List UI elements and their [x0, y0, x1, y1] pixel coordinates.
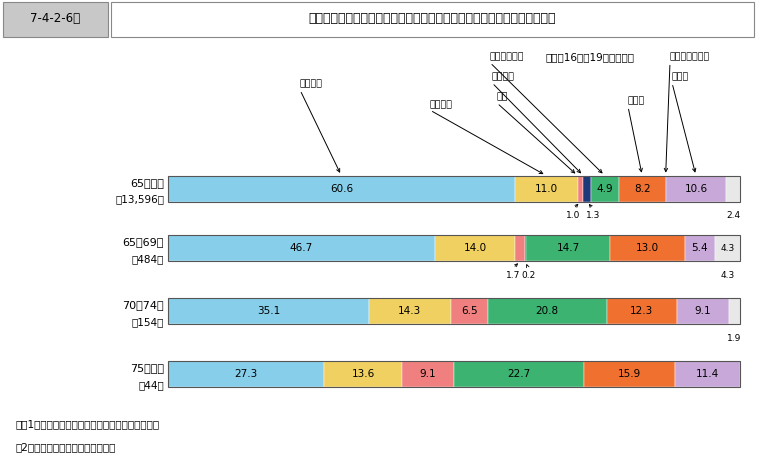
Bar: [324, 361, 402, 387]
Bar: [526, 235, 610, 261]
Bar: [168, 175, 515, 202]
Text: （13,596）: （13,596）: [115, 194, 164, 204]
Bar: [619, 175, 666, 202]
Bar: [454, 361, 584, 387]
Bar: [402, 361, 454, 387]
Text: 職業生活: 職業生活: [300, 80, 323, 89]
Text: 家族: 家族: [497, 93, 509, 102]
Text: 65～69歳: 65～69歳: [123, 237, 164, 247]
Text: その他: その他: [672, 72, 689, 82]
Bar: [168, 235, 435, 261]
Text: 7-4-2-6図: 7-4-2-6図: [30, 12, 80, 25]
Text: 1.3: 1.3: [586, 211, 600, 220]
Bar: [606, 298, 677, 324]
Bar: [675, 361, 740, 387]
Bar: [684, 235, 716, 261]
Text: （154）: （154）: [132, 317, 164, 327]
Text: 1.0: 1.0: [566, 211, 581, 220]
Text: 8.2: 8.2: [634, 184, 650, 194]
Bar: [583, 175, 590, 202]
Text: 11.4: 11.4: [696, 369, 719, 379]
Text: 4.3: 4.3: [721, 271, 735, 280]
Bar: [450, 298, 487, 324]
Bar: [515, 235, 525, 261]
Text: 65歳未満: 65歳未満: [130, 178, 164, 188]
Bar: [525, 235, 526, 261]
Bar: [677, 298, 729, 324]
Text: 2.4: 2.4: [726, 211, 741, 220]
Text: 13.0: 13.0: [636, 243, 659, 253]
Text: 14.3: 14.3: [398, 306, 421, 316]
Bar: [487, 298, 606, 324]
Bar: [590, 175, 619, 202]
Text: 10.6: 10.6: [684, 184, 707, 194]
Text: 27.3: 27.3: [234, 369, 258, 379]
Text: 性格・行動特性: 性格・行動特性: [670, 52, 710, 61]
Text: 4.3: 4.3: [721, 244, 735, 252]
Bar: [3, 2, 108, 37]
Text: 13.6: 13.6: [352, 369, 374, 379]
Text: 6.5: 6.5: [461, 306, 478, 316]
Text: （44）: （44）: [138, 380, 164, 390]
Text: （平成16年～19年の累計）: （平成16年～19年の累計）: [546, 52, 634, 62]
Bar: [515, 175, 578, 202]
Text: 金銭管理: 金銭管理: [430, 100, 453, 109]
Text: 70～74歳: 70～74歳: [122, 300, 164, 310]
Text: 15.9: 15.9: [618, 369, 641, 379]
Bar: [435, 235, 515, 261]
Text: 35.1: 35.1: [257, 306, 280, 316]
Bar: [716, 235, 740, 261]
Text: 22.7: 22.7: [507, 369, 531, 379]
Text: （484）: （484）: [132, 254, 164, 264]
Bar: [168, 235, 740, 261]
Bar: [168, 361, 324, 387]
Bar: [726, 175, 740, 202]
Text: 9.1: 9.1: [420, 369, 437, 379]
Bar: [578, 175, 583, 202]
Bar: [168, 361, 740, 387]
Text: 75歳以上: 75歳以上: [130, 363, 164, 373]
Bar: [168, 175, 740, 202]
Text: 注、1　法務省大臣官房司法法制部の資料による。: 注、1 法務省大臣官房司法法制部の資料による。: [15, 419, 159, 429]
Bar: [168, 298, 369, 324]
Bar: [111, 2, 754, 37]
Text: 9.1: 9.1: [695, 306, 712, 316]
Text: 11.0: 11.0: [534, 184, 558, 194]
Text: 12.3: 12.3: [630, 306, 653, 316]
Bar: [666, 175, 726, 202]
Bar: [729, 298, 740, 324]
Text: 0.2: 0.2: [521, 271, 535, 280]
Text: 14.7: 14.7: [556, 243, 580, 253]
Text: 46.7: 46.7: [290, 243, 313, 253]
Text: 4.9: 4.9: [597, 184, 613, 194]
Text: 1.7: 1.7: [506, 271, 520, 280]
Bar: [168, 298, 740, 324]
Text: 2　（　）内は，実人員である。: 2 （ ）内は，実人員である。: [15, 442, 115, 452]
Bar: [369, 298, 450, 324]
Bar: [584, 361, 675, 387]
Text: 14.0: 14.0: [464, 243, 487, 253]
Text: 薬物等: 薬物等: [628, 96, 645, 105]
Text: 20.8: 20.8: [536, 306, 559, 316]
Text: 交友関係: 交友関係: [492, 72, 515, 82]
Text: 60.6: 60.6: [330, 184, 353, 194]
Text: 5.4: 5.4: [691, 243, 708, 253]
Bar: [610, 235, 684, 261]
Text: 仮釈放者に係る更生保護施設入所者の処遇上認められた主な課題別構成比: 仮釈放者に係る更生保護施設入所者の処遇上認められた主な課題別構成比: [309, 12, 556, 25]
Text: 社会生活能力: 社会生活能力: [490, 52, 525, 61]
Text: 1.9: 1.9: [728, 334, 742, 343]
